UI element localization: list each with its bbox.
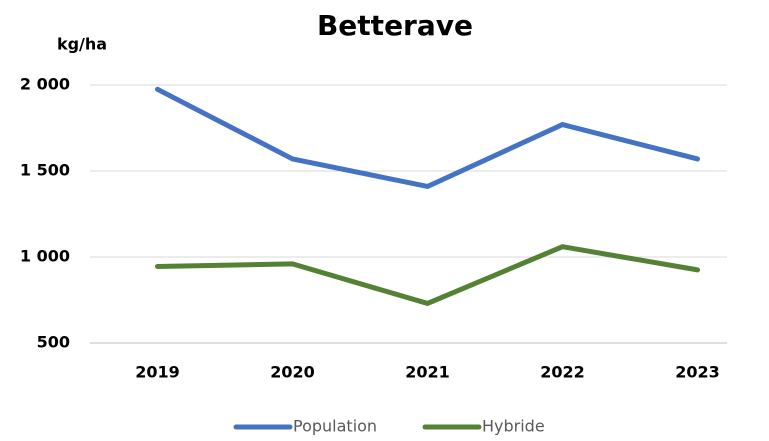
x-tick-label: 2019 xyxy=(135,363,180,382)
x-tick-label: 2023 xyxy=(675,363,720,382)
chart-title: Betterave xyxy=(317,9,473,42)
data-line xyxy=(155,244,700,306)
x-tick-label: 2021 xyxy=(405,363,450,382)
x-tick-label: 2020 xyxy=(270,363,315,382)
data-line xyxy=(155,86,700,189)
y-tick-label: 2 000 xyxy=(20,75,70,94)
legend-label: Population xyxy=(293,417,377,436)
y-tick-label: 500 xyxy=(37,333,70,352)
y-tick-label: 1 500 xyxy=(20,161,70,180)
legend-label: Hybride xyxy=(482,417,545,436)
x-tick-label: 2022 xyxy=(540,363,585,382)
y-tick-label: 1 000 xyxy=(20,247,70,266)
y-axis-label: kg/ha xyxy=(57,35,107,54)
